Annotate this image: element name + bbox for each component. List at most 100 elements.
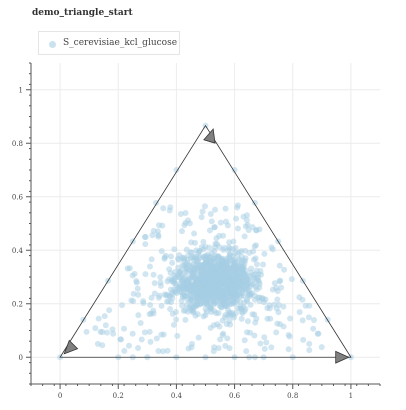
data-point — [169, 310, 176, 317]
data-point — [147, 338, 154, 345]
data-point — [190, 271, 197, 278]
data-point — [226, 296, 233, 303]
x-tick-label: 0.4 — [171, 392, 183, 400]
data-point — [273, 284, 280, 291]
data-point — [207, 253, 214, 260]
data-point — [102, 322, 109, 329]
data-point — [261, 334, 268, 341]
data-point — [106, 307, 113, 314]
data-point — [119, 302, 126, 309]
data-point — [215, 345, 222, 352]
data-point — [94, 340, 101, 347]
data-point — [208, 218, 215, 225]
data-point — [195, 249, 202, 256]
data-point — [135, 312, 142, 319]
data-point — [198, 214, 205, 221]
data-point — [206, 244, 213, 251]
data-point — [210, 285, 217, 292]
data-point — [135, 345, 142, 352]
data-point — [225, 312, 232, 319]
data-point — [276, 321, 283, 328]
data-point — [314, 330, 321, 337]
data-point — [230, 268, 237, 275]
x-tick-label: 1 — [349, 392, 353, 400]
x-tick-label: 0 — [58, 392, 62, 400]
data-point — [179, 302, 186, 309]
data-point — [214, 240, 221, 247]
data-point — [178, 268, 185, 275]
data-point — [110, 330, 117, 337]
data-point — [150, 271, 157, 278]
data-point — [235, 262, 242, 269]
data-point — [215, 310, 222, 317]
data-point — [146, 263, 153, 270]
data-point — [166, 266, 173, 273]
data-point — [215, 282, 222, 289]
data-point — [230, 275, 237, 282]
data-point — [173, 167, 180, 173]
data-point — [318, 344, 325, 351]
data-point — [238, 315, 245, 322]
data-point — [142, 241, 149, 248]
data-point — [109, 326, 116, 333]
x-tick-label: 0.6 — [229, 392, 241, 400]
data-point — [217, 268, 224, 275]
data-point — [230, 238, 237, 245]
data-point — [242, 255, 249, 262]
data-point — [158, 302, 165, 309]
data-point — [130, 290, 137, 297]
legend[interactable]: S_cerevisiae_kcl_glucose — [38, 31, 180, 55]
data-point — [216, 302, 223, 309]
data-point — [199, 208, 206, 215]
data-point — [224, 335, 231, 342]
data-point — [241, 299, 248, 306]
data-point — [253, 261, 260, 268]
data-point — [214, 254, 221, 261]
data-point — [287, 315, 294, 322]
data-point — [305, 314, 312, 321]
data-point — [252, 255, 259, 262]
data-point — [184, 296, 191, 303]
data-point — [198, 244, 205, 251]
data-point — [155, 232, 162, 239]
data-point — [277, 277, 284, 284]
data-point — [157, 274, 164, 281]
data-point — [243, 329, 250, 336]
data-point — [121, 325, 128, 332]
y-tick-label: 0 — [19, 354, 23, 362]
data-point — [130, 298, 137, 305]
data-point — [244, 212, 251, 219]
data-point — [288, 276, 295, 283]
data-point — [231, 314, 238, 321]
data-point — [241, 337, 248, 344]
data-point — [227, 301, 234, 308]
data-point — [200, 279, 207, 286]
data-point — [202, 312, 209, 319]
data-point — [310, 325, 317, 332]
data-point — [157, 282, 164, 289]
data-point — [261, 250, 268, 257]
data-point — [220, 277, 227, 284]
data-point — [231, 281, 238, 288]
data-point — [148, 256, 155, 263]
data-point — [83, 328, 90, 335]
data-point — [240, 278, 247, 285]
data-point — [151, 290, 158, 297]
data-point — [195, 334, 202, 341]
data-point — [261, 345, 268, 352]
data-point — [244, 318, 251, 325]
data-point — [226, 345, 233, 352]
data-point — [180, 274, 187, 281]
data-point — [151, 280, 158, 287]
data-point — [234, 293, 241, 300]
data-point — [212, 206, 219, 213]
data-point — [147, 302, 154, 309]
data-point — [150, 227, 157, 234]
data-point — [250, 248, 257, 255]
data-point — [247, 291, 254, 298]
data-point — [211, 276, 218, 283]
data-point — [191, 257, 198, 264]
data-point — [101, 313, 108, 320]
data-point — [217, 219, 224, 226]
